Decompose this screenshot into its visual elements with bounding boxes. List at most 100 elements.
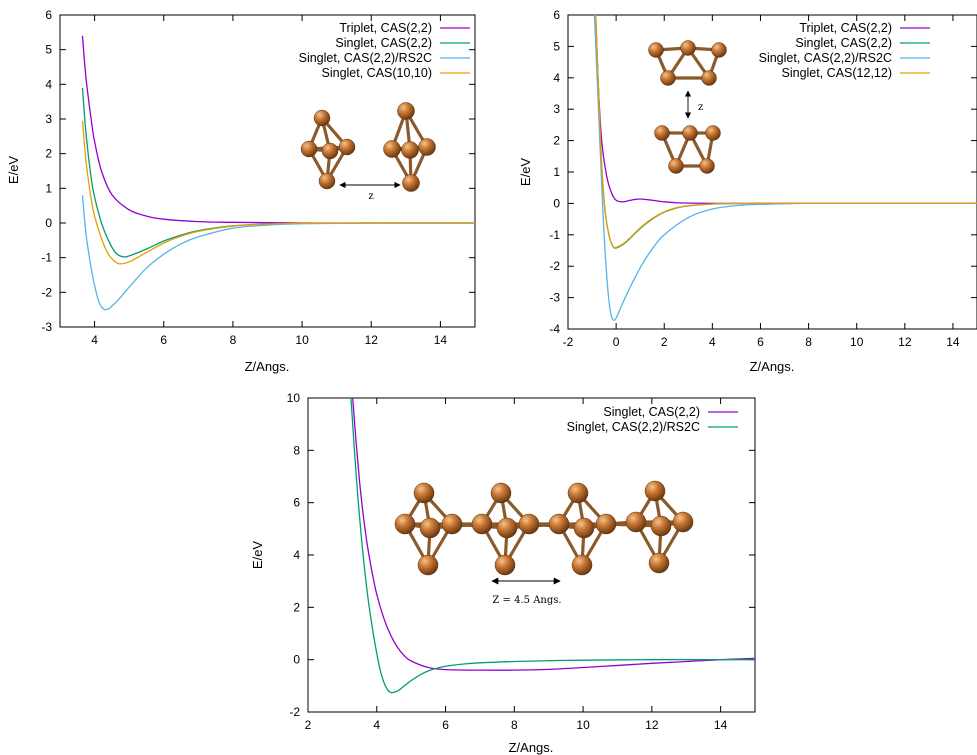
atom <box>417 554 439 576</box>
atom <box>648 552 670 574</box>
series-group <box>81 35 475 311</box>
atom <box>300 140 318 158</box>
molecule-inset: z <box>648 40 727 174</box>
x-tick-label: 10 <box>850 335 864 349</box>
y-tick-label: 3 <box>45 112 52 126</box>
y-tick-label: -2 <box>549 259 560 273</box>
atom <box>471 513 493 535</box>
chart-top-right: -2 0 2 4 6 8 10 12 14-4-3-2-10123456Z/Angs.E/eVT… <box>518 8 977 374</box>
atom <box>518 513 540 535</box>
series-line-4 <box>595 15 977 249</box>
atom <box>402 174 420 192</box>
y-tick-label: -4 <box>549 322 560 336</box>
y-axis-label: E/eV <box>250 541 265 570</box>
atom <box>654 125 670 141</box>
series-group <box>350 398 755 694</box>
x-tick-label: 10 <box>295 333 309 347</box>
series-line-3 <box>593 15 977 321</box>
atom <box>394 513 416 535</box>
atom <box>418 138 436 156</box>
legend-label-3: Singlet, CAS(2,2)/RS2C <box>759 51 892 65</box>
x-tick-label: 14 <box>714 718 728 732</box>
inset-label: z <box>368 191 373 202</box>
x-tick-label: 10 <box>576 718 590 732</box>
x-tick-label: 6 <box>160 333 167 347</box>
atom <box>397 102 415 120</box>
y-tick-label: 0 <box>45 216 52 230</box>
atom <box>441 513 463 535</box>
legend-label-1: Triplet, CAS(2,2) <box>339 21 432 35</box>
y-tick-label: 5 <box>553 39 560 53</box>
x-tick-label: 14 <box>434 333 448 347</box>
x-axis-label: Z/Angs. <box>509 740 554 755</box>
x-tick-label: 2 <box>305 718 312 732</box>
x-tick-label: 6 <box>757 335 764 349</box>
inset-label: Z = 4.5 Angs. <box>492 595 561 606</box>
chart-top-left: 4 6 8 10 12 14-3-2-10123456Z/Angs.E/eVTriplet… <box>6 8 476 374</box>
x-tick-label: 8 <box>511 718 518 732</box>
atom <box>644 480 666 502</box>
atom <box>711 42 727 58</box>
y-tick-label: 2 <box>553 134 560 148</box>
atom <box>383 140 401 158</box>
molecule-inset: Z = 4.5 Angs. <box>394 480 694 606</box>
y-tick-label: 3 <box>553 102 560 116</box>
y-tick-label: 0 <box>553 196 560 210</box>
chart-bottom: 2 4 6 8 10 12 14 -2 0 2 4 6 8 10 Z/Angs. E/eV Singlet, C… <box>250 391 756 755</box>
atom <box>496 517 518 539</box>
atom <box>701 70 717 86</box>
y-tick-label: 6 <box>293 496 300 510</box>
legend-label-4: Singlet, CAS(10,10) <box>322 66 432 80</box>
atom <box>419 517 441 539</box>
y-axis-label: E/eV <box>6 156 21 185</box>
legend: Triplet, CAS(2,2)Singlet, CAS(2,2) Single… <box>299 21 470 80</box>
atom <box>682 125 698 141</box>
atom <box>338 138 356 156</box>
x-axis-label: Z/Angs. <box>750 359 795 374</box>
atom <box>650 515 672 537</box>
atom <box>401 141 419 159</box>
series-line-2 <box>350 398 755 694</box>
y-tick-label: 8 <box>293 443 300 457</box>
y-tick-label: -2 <box>41 285 52 299</box>
y-tick-label: 6 <box>45 8 52 22</box>
y-tick-label: 1 <box>45 181 52 195</box>
x-tick-label: 4 <box>91 333 98 347</box>
legend-label-4: Singlet, CAS(12,12) <box>782 66 892 80</box>
series-group <box>593 15 977 321</box>
y-tick-label: -1 <box>41 251 52 265</box>
y-tick-label: 1 <box>553 165 560 179</box>
x-tick-label: 4 <box>373 718 380 732</box>
x-axis-label: Z/Angs. <box>245 359 290 374</box>
y-tick-label: 2 <box>45 147 52 161</box>
y-tick-label: 4 <box>553 71 560 85</box>
atom <box>321 142 339 160</box>
y-tick-label: 6 <box>553 8 560 22</box>
legend-label-2: Singlet, CAS(2,2) <box>335 36 432 50</box>
y-tick-label: -3 <box>549 291 560 305</box>
y-tick-label: 5 <box>45 43 52 57</box>
atom <box>595 513 617 535</box>
inset-label: z <box>698 102 703 113</box>
x-tick-label: 2 <box>661 335 668 349</box>
x-tick-label: 12 <box>898 335 912 349</box>
x-tick-label: 8 <box>805 335 812 349</box>
y-tick-label: 2 <box>293 600 300 614</box>
legend-label-1: Triplet, CAS(2,2) <box>799 21 892 35</box>
legend-label-2: Singlet, CAS(2,2)/RS2C <box>567 420 700 434</box>
x-tick-label: 6 <box>442 718 449 732</box>
y-tick-label: 4 <box>293 548 300 562</box>
series-line-3 <box>81 195 475 311</box>
atom <box>494 554 516 576</box>
atom <box>625 511 647 533</box>
x-tick-label: 12 <box>365 333 379 347</box>
y-axis-label: E/eV <box>518 158 533 187</box>
atom <box>571 554 593 576</box>
atom <box>567 482 589 504</box>
y-tick-label: 10 <box>287 391 301 405</box>
plot-frame <box>59 14 476 328</box>
x-tick-label: 14 <box>946 335 960 349</box>
y-tick-label: 0 <box>293 653 300 667</box>
legend-label-1: Singlet, CAS(2,2) <box>603 405 700 419</box>
